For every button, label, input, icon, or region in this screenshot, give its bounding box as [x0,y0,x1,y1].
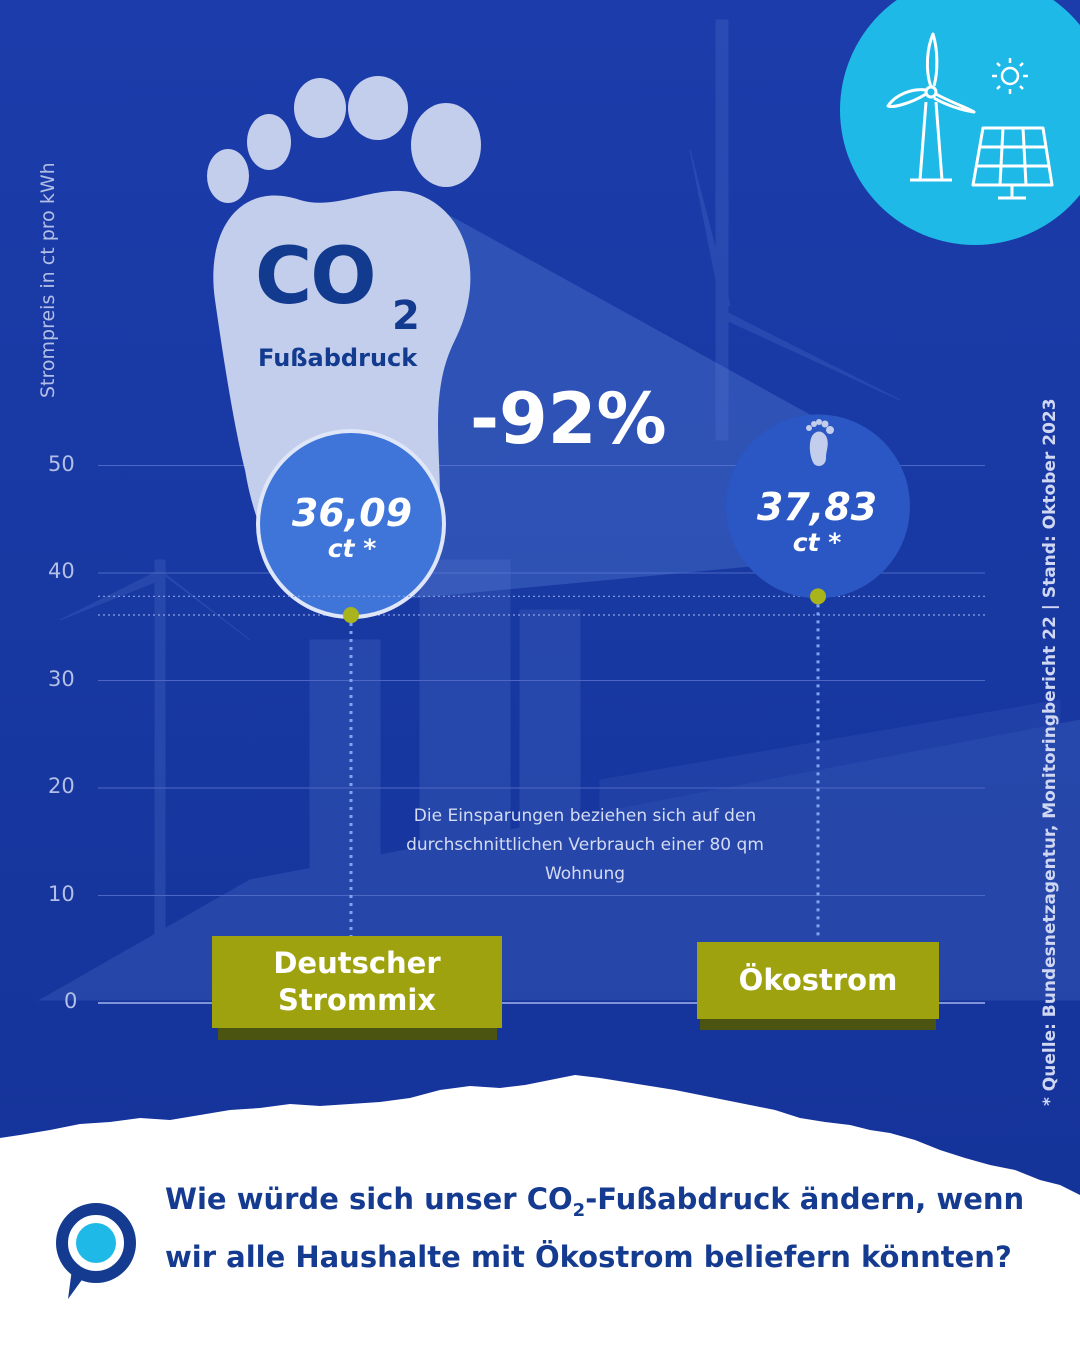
chart-marks [98,414,985,940]
source-note: * Quelle: Bundesnetzagentur, Monitoringb… [1040,398,1060,1106]
value-label-strommix: 36,09 ct * [262,492,442,564]
projection-cone [395,210,820,600]
y-tick-label: 20 [48,774,75,798]
sun-icon [992,58,1028,94]
solar-panel-icon [971,126,1054,200]
question-text: Wie würde sich unser CO2-Fußabdruck ände… [165,1176,1055,1280]
value-number: 37,83 [756,485,878,529]
data-point [343,607,359,624]
co2-title: CO [255,232,377,322]
value-unit: ct * [792,528,842,557]
footprint-icon [806,419,834,466]
footprint-label: Fußabdruck [258,344,418,372]
y-tick-label: 30 [48,666,75,691]
y-axis-title: Strompreis in ct pro kWh [37,162,59,398]
value-label-oekostrom: 37,83 ct * [727,486,907,558]
y-tick-label: 50 [48,451,75,476]
reduction-percent: -92% [470,378,667,460]
value-bubble [726,414,910,599]
brand-logo-icon [56,1203,136,1299]
data-point [810,588,826,605]
y-tick-label: 40 [48,559,75,583]
co2-subscript: 2 [392,293,420,339]
category-oekostrom: Ökostrom [697,942,939,1019]
value-number: 36,09 [291,491,413,535]
question-subscript: 2 [572,1199,586,1221]
savings-note: Die Einsparungen beziehen sich auf den d… [406,806,764,884]
category-line: Deutscher [273,946,441,980]
question-part1: Wie würde sich unser CO [165,1182,573,1216]
question-part2: -Fußabdruck ändern, wenn wir alle Hausha… [165,1182,1025,1274]
y-tick-label: 10 [48,881,75,906]
background-scenery [38,19,1080,1001]
wind-turbine-icon [886,32,976,182]
category-line: Strommix [277,983,437,1017]
value-unit: ct * [327,534,377,563]
y-tick-label: 0 [64,989,78,1013]
category-strommix: Deutscher Strommix [212,936,502,1028]
